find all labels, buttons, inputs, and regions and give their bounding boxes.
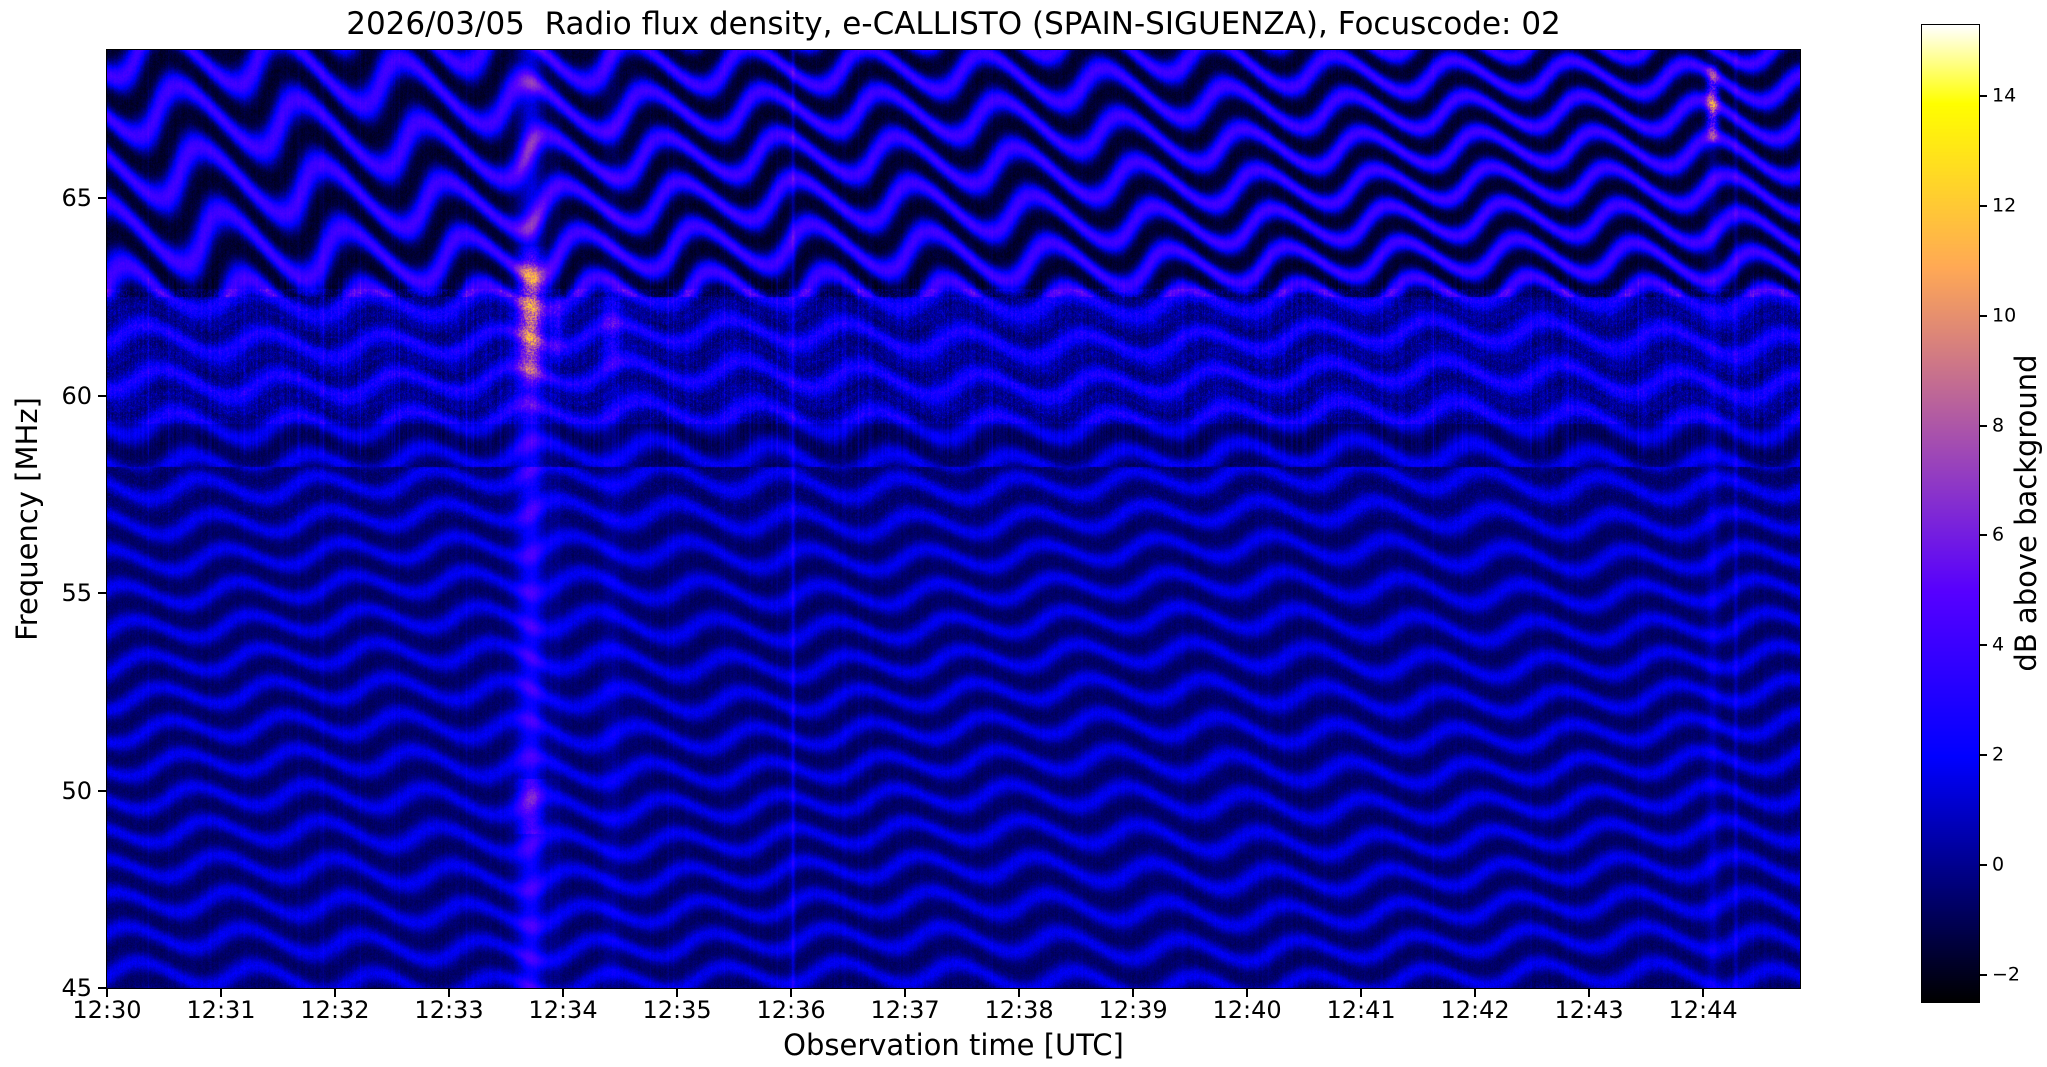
y-tick-label: 65 xyxy=(61,183,92,212)
colorbar-canvas xyxy=(1922,25,1979,1002)
colorbar-tick-label: 14 xyxy=(1992,84,2017,107)
colorbar-tick-label: 12 xyxy=(1992,194,2017,217)
x-tick-mark xyxy=(904,988,907,997)
y-tick-label: 55 xyxy=(61,578,92,607)
x-tick-mark xyxy=(334,988,336,997)
x-tick-mark xyxy=(448,988,451,997)
y-tick-label: 50 xyxy=(61,776,92,805)
y-tick-mark xyxy=(98,987,107,989)
colorbar-tick-mark xyxy=(1979,534,1987,537)
x-tick-mark xyxy=(1702,988,1705,997)
x-tick-label: 12:31 xyxy=(186,996,256,1024)
x-tick-mark xyxy=(1360,988,1363,997)
colorbar-tick-label: 4 xyxy=(1992,633,2005,656)
colorbar-tick-label: 0 xyxy=(1992,853,2005,876)
x-tick-label: 12:34 xyxy=(528,996,598,1024)
colorbar-tick-mark xyxy=(1979,95,1987,98)
x-axis-label: Observation time [UTC] xyxy=(783,1028,1124,1062)
x-tick-mark xyxy=(1132,988,1135,997)
x-tick-label: 12:30 xyxy=(72,996,142,1024)
x-tick-mark xyxy=(1018,988,1021,997)
colorbar-tick-mark xyxy=(1979,754,1987,756)
x-tick-mark xyxy=(562,988,565,997)
colorbar-tick-mark xyxy=(1979,644,1987,647)
colorbar-label: dB above background xyxy=(2009,354,2043,672)
x-tick-label: 12:35 xyxy=(642,996,712,1024)
y-tick-mark xyxy=(98,197,107,200)
x-tick-label: 12:36 xyxy=(756,996,826,1024)
colorbar-tick-label: 2 xyxy=(1992,743,2005,766)
colorbar-tick-label: 10 xyxy=(1992,304,2017,327)
colorbar-tick-label: −2 xyxy=(1992,963,2021,986)
colorbar-tick-mark xyxy=(1979,205,1987,208)
x-tick-label: 12:42 xyxy=(1440,996,1510,1024)
colorbar-tick-mark xyxy=(1979,973,1987,976)
colorbar-tick-mark xyxy=(1979,314,1987,317)
colorbar-tick-label: 8 xyxy=(1992,414,2005,437)
x-tick-label: 12:37 xyxy=(870,996,940,1024)
x-tick-mark xyxy=(790,988,793,997)
colorbar-tick-mark xyxy=(1979,424,1987,427)
x-tick-mark xyxy=(1246,988,1249,997)
x-tick-label: 12:44 xyxy=(1668,996,1738,1024)
x-tick-label: 12:39 xyxy=(1098,996,1168,1024)
colorbar-tick-label: 6 xyxy=(1992,524,2005,547)
x-tick-label: 12:32 xyxy=(300,996,370,1024)
x-tick-mark xyxy=(106,988,108,997)
y-tick-mark xyxy=(98,592,107,595)
x-tick-label: 12:38 xyxy=(984,996,1054,1024)
x-tick-mark xyxy=(676,988,679,997)
x-tick-mark xyxy=(1474,988,1477,997)
x-tick-mark xyxy=(1588,988,1591,997)
colorbar-tick-mark xyxy=(1979,863,1987,866)
chart-title: 2026/03/05 Radio flux density, e-CALLIST… xyxy=(346,6,1561,42)
x-tick-label: 12:33 xyxy=(414,996,484,1024)
x-tick-label: 12:41 xyxy=(1326,996,1396,1024)
x-tick-label: 12:40 xyxy=(1212,996,1282,1024)
y-tick-label: 60 xyxy=(61,381,92,410)
y-tick-mark xyxy=(98,789,107,792)
spectrogram-canvas xyxy=(107,50,1800,988)
x-tick-label: 12:43 xyxy=(1554,996,1624,1024)
y-tick-label: 45 xyxy=(61,973,92,1002)
x-tick-mark xyxy=(220,988,222,997)
y-tick-mark xyxy=(98,394,107,397)
colorbar xyxy=(1921,24,1980,1003)
plot-area xyxy=(106,49,1801,989)
